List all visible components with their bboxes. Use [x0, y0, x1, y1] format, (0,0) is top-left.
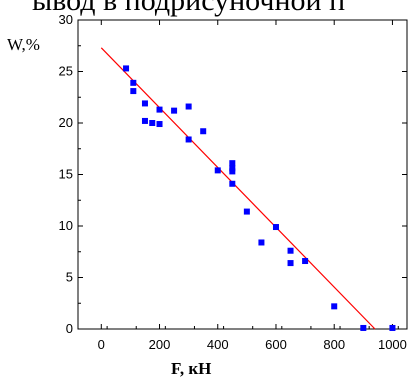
data-point [171, 108, 177, 114]
data-point [302, 258, 308, 264]
y-tick-label: 5 [66, 270, 73, 285]
y-tick-label: 30 [59, 12, 73, 27]
data-point [130, 80, 136, 86]
x-tick-label: 600 [265, 337, 287, 352]
data-point [258, 239, 264, 245]
data-point [157, 121, 163, 127]
y-tick-label: 20 [59, 115, 73, 130]
data-point [130, 88, 136, 94]
x-tick-label: 400 [207, 337, 229, 352]
data-point [186, 104, 192, 110]
data-point [389, 325, 395, 331]
data-point [288, 260, 294, 266]
data-point [215, 167, 221, 173]
data-point [149, 120, 155, 126]
y-tick-label: 15 [59, 167, 73, 182]
data-point [331, 303, 337, 309]
data-point [229, 168, 235, 174]
x-tick-label: 0 [98, 337, 105, 352]
data-point [229, 160, 235, 166]
data-point [244, 209, 250, 215]
data-point [229, 181, 235, 187]
data-point [157, 107, 163, 113]
y-tick-label: 10 [59, 218, 73, 233]
data-point [186, 136, 192, 142]
y-axis-label: W,% [7, 35, 40, 55]
data-point [142, 100, 148, 106]
data-point [288, 248, 294, 254]
data-point [123, 65, 129, 71]
data-points [123, 65, 395, 331]
x-tick-label: 1000 [378, 337, 407, 352]
fit-line-group [101, 48, 375, 329]
data-point [360, 325, 366, 331]
x-tick-label: 200 [149, 337, 171, 352]
data-point [273, 224, 279, 230]
data-point [200, 128, 206, 134]
x-axis-label: F, кН [171, 359, 211, 379]
y-tick-label: 25 [59, 64, 73, 79]
data-point [142, 118, 148, 124]
x-tick-label: 800 [323, 337, 345, 352]
fit-line [101, 48, 375, 329]
y-tick-label: 0 [66, 321, 73, 336]
